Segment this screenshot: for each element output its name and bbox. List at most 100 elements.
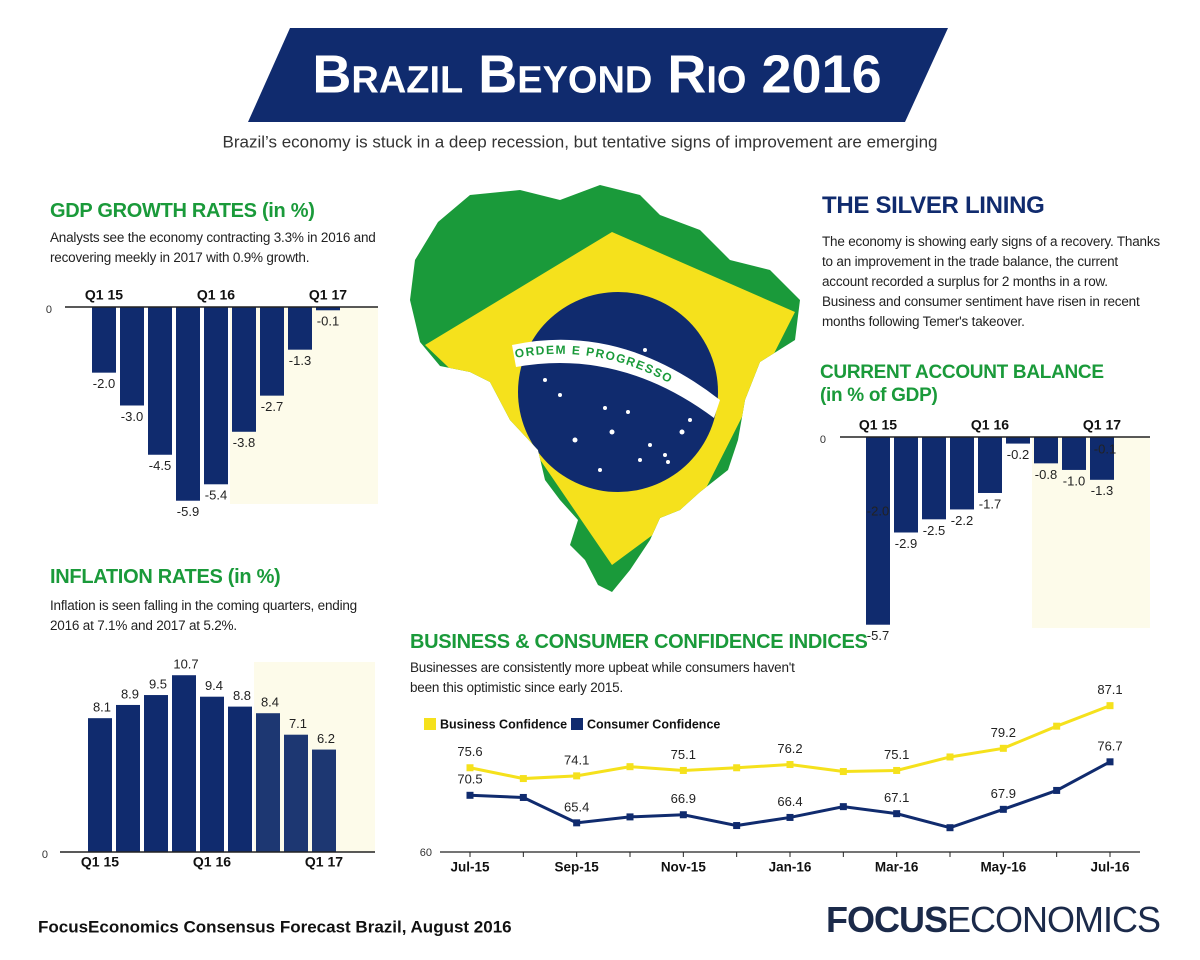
point: [1053, 786, 1061, 794]
bar: [1090, 437, 1114, 480]
source-note: FocusEconomics Consensus Forecast Brazil…: [38, 917, 512, 936]
annotation: -0.1: [1094, 441, 1116, 456]
confidence-desc: Businesses are consistently more upbeat …: [410, 660, 795, 695]
x-tick-label: Jul-16: [1090, 860, 1130, 875]
point: [626, 813, 634, 821]
annotation: -2.0: [867, 503, 889, 518]
value-label: 75.1: [671, 747, 696, 762]
x-tick-label: Q1 17: [309, 287, 347, 303]
value-label: 87.1: [1097, 682, 1122, 697]
x-tick-label: Q1 16: [971, 417, 1009, 433]
value-label: -1.7: [979, 496, 1001, 511]
value-label: 9.4: [205, 678, 223, 693]
confidence-title: BUSINESS & CONSUMER CONFIDENCE INDICES: [410, 631, 868, 653]
value-label: 9.5: [149, 676, 167, 691]
x-tick-label: Sep-15: [555, 860, 600, 875]
title-banner: [248, 28, 948, 122]
bar: [288, 307, 312, 350]
map-band: [512, 339, 720, 418]
brazil-map: ORDEM E PROGRESSO: [410, 185, 800, 592]
brand: FOCUSECONOMICS: [826, 899, 1160, 940]
value-label: 76.7: [1097, 738, 1122, 753]
bar: [120, 307, 144, 406]
point: [839, 768, 847, 776]
value-label: 10.7: [173, 657, 198, 672]
y-tick-label: 0: [820, 434, 826, 446]
value-label: -1.0: [1063, 473, 1085, 488]
bar: [172, 675, 196, 852]
bar: [312, 749, 336, 852]
x-tick-label: Q1 16: [197, 287, 235, 303]
bar: [148, 307, 172, 455]
bar: [922, 437, 946, 520]
ca-title: CURRENT ACCOUNT BALANCE (in % of GDP): [820, 362, 1104, 406]
x-tick-label: Jan-16: [769, 860, 812, 875]
silver-text: The economy is showing early signs of a …: [822, 234, 1160, 329]
value-label: -5.4: [205, 488, 227, 503]
point: [626, 763, 634, 771]
point: [519, 775, 527, 783]
x-tick-label: Mar-16: [875, 860, 919, 875]
inflation-title: INFLATION RATES (in %): [50, 566, 281, 588]
value-label: -3.8: [233, 435, 255, 450]
x-tick-label: Jul-15: [450, 860, 490, 875]
legend-label: Business Confidence: [440, 717, 567, 731]
point: [999, 744, 1007, 752]
x-tick-label: Q1 16: [193, 854, 231, 870]
bar: [1062, 437, 1086, 470]
inflation-desc: Inflation is seen falling in the coming …: [50, 598, 357, 633]
value-label: -2.2: [951, 513, 973, 528]
value-label: 8.8: [233, 688, 251, 703]
value-label: 8.9: [121, 686, 139, 701]
value-label: 79.2: [991, 725, 1016, 740]
bar: [92, 307, 116, 373]
value-label: 8.1: [93, 700, 111, 715]
bar: [950, 437, 974, 510]
silver-title: THE SILVER LINING: [822, 192, 1045, 219]
value-label: -2.5: [923, 523, 945, 538]
value-label: 66.4: [777, 794, 802, 809]
point: [893, 810, 901, 818]
point: [786, 813, 794, 821]
value-label: 75.6: [457, 744, 482, 759]
point: [1106, 702, 1114, 710]
value-label: 7.1: [289, 716, 307, 731]
point: [946, 824, 954, 832]
x-tick-label: Q1 17: [1083, 417, 1121, 433]
brand-light: ECONOMICS: [947, 899, 1160, 940]
legend-swatch: [424, 718, 436, 730]
page-subtitle: Brazil’s economy is stuck in a deep rece…: [223, 132, 938, 151]
point: [786, 761, 794, 769]
value-label: 67.1: [884, 790, 909, 805]
point: [733, 764, 741, 772]
value-label: -0.1: [317, 314, 339, 329]
x-tick-label: Q1 15: [859, 417, 897, 433]
value-label: -0.8: [1035, 467, 1057, 482]
bar: [1006, 437, 1030, 444]
y-tick-label: 60: [420, 847, 432, 859]
value-label: 67.9: [991, 786, 1016, 801]
bar: [1034, 437, 1058, 464]
bar: [256, 713, 280, 852]
bar: [204, 307, 228, 485]
point: [1053, 722, 1061, 730]
bar: [284, 734, 308, 852]
point: [946, 753, 954, 761]
point: [733, 822, 741, 830]
bar: [176, 307, 200, 501]
point: [573, 819, 581, 827]
y-tick-label: 0: [42, 849, 48, 861]
bar: [144, 695, 168, 852]
point: [466, 764, 474, 772]
brand-bold: FOCUS: [826, 899, 947, 940]
map-stars: [543, 348, 692, 472]
point: [893, 766, 901, 774]
value-label: 75.1: [884, 747, 909, 762]
value-label: -0.2: [1007, 447, 1029, 462]
x-tick-label: Q1 15: [81, 854, 119, 870]
gdp-desc: Analysts see the economy contracting 3.3…: [50, 230, 376, 265]
value-label: -1.3: [289, 353, 311, 368]
point: [519, 793, 527, 801]
